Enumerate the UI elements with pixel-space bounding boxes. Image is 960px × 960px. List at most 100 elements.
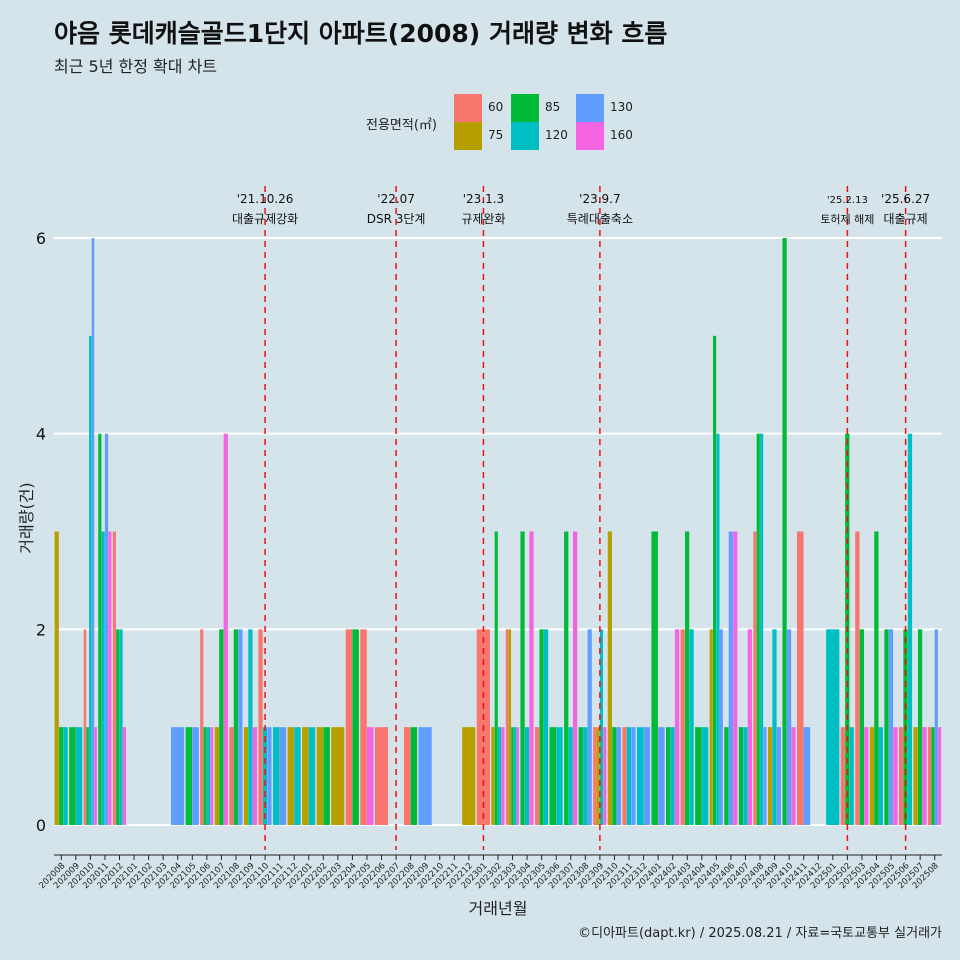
bar-202309-160: [603, 727, 607, 825]
bar-202208-85: [410, 727, 418, 825]
legend-swatch: [511, 122, 539, 150]
bar-202303-160: [516, 727, 520, 825]
bar-202410-85: [782, 238, 787, 825]
bar-202108-130: [238, 629, 243, 825]
bar-202408-130: [763, 727, 767, 825]
bar-202012-120: [119, 629, 123, 825]
event-name-label: 규제완화: [461, 212, 505, 226]
legend-label: 160: [610, 128, 633, 142]
bar-202304-160: [529, 531, 534, 825]
bar-202012-160: [122, 727, 127, 825]
bar-202008-120: [63, 727, 68, 825]
bar-202306-85: [549, 727, 557, 825]
legend-item-75: 75: [454, 122, 594, 150]
y-tick-label: 6: [36, 229, 46, 248]
bar-202308-130: [587, 629, 592, 825]
bar-202307-85: [564, 531, 569, 825]
bar-202407-120: [743, 727, 748, 825]
bar-202402-85: [665, 727, 671, 825]
bar-202310-75: [607, 531, 613, 825]
bar-202010-85: [86, 727, 89, 825]
bar-202405-85: [713, 335, 717, 825]
bar-202107-75: [214, 727, 219, 825]
legend-label: 130: [610, 100, 633, 114]
event-name-label: 대출규제강화: [232, 212, 298, 226]
bar-202502-60: [840, 727, 845, 825]
chart-subtitle: 최근 5년 한정 확대 차트: [54, 57, 218, 76]
bar-202505-85: [884, 629, 889, 825]
bar-202012-85: [116, 629, 120, 825]
bar-202405-75: [709, 629, 713, 825]
bar-202107-85: [219, 629, 224, 825]
bar-202406-160: [733, 531, 738, 825]
legend-label: 120: [545, 128, 568, 142]
bar-202402-160: [674, 629, 680, 825]
bar-202205-60: [360, 629, 367, 825]
bar-202304-120: [524, 727, 530, 825]
bar-202302-85: [494, 531, 498, 825]
bar-202310-130: [616, 727, 621, 825]
bar-202303-120: [513, 727, 517, 825]
bar-202501-120: [826, 629, 840, 825]
bar-202010-130: [91, 238, 95, 825]
event-name-label: 대출규제: [884, 212, 928, 226]
bar-202201-75: [302, 727, 309, 825]
bar-202011-85: [98, 433, 102, 825]
bar-202305-120: [543, 629, 549, 825]
bar-202409-75: [767, 727, 773, 825]
bar-202407-160: [747, 629, 752, 825]
bar-202504-85: [874, 531, 879, 825]
bar-202105-85: [185, 727, 193, 825]
bar-202010-60: [83, 629, 87, 825]
legend-label: 60: [488, 100, 504, 114]
bar-202109-75: [243, 727, 249, 825]
bar-202305-85: [539, 629, 544, 825]
bar-202310-85: [612, 727, 617, 825]
event-date-label: '23.9.7: [579, 192, 620, 206]
bar-202309-120: [599, 629, 604, 825]
bar-202406-85: [724, 727, 729, 825]
bar-202105-130: [192, 727, 199, 825]
bar-202508-130: [934, 629, 938, 825]
legend-label: 85: [545, 100, 561, 114]
bar-202405-130: [719, 629, 723, 825]
bar-202411-60: [797, 531, 804, 825]
bar-202401-85: [651, 531, 658, 825]
bar-202111-130: [279, 727, 287, 825]
bar-202504-75: [869, 727, 875, 825]
event-date-label: '22.07: [377, 192, 415, 206]
bar-202502-120: [849, 727, 854, 825]
bar-202302-160: [501, 727, 505, 825]
event-date-label: '25.6.27: [881, 192, 930, 206]
bar-202507-85: [917, 629, 923, 825]
bar-202112-75: [287, 727, 294, 825]
bar-202401-130: [658, 727, 665, 825]
bar-202109-120: [248, 629, 253, 825]
bar-202503-85: [859, 629, 864, 825]
bar-202012-60: [112, 531, 116, 825]
bar-202010-120: [89, 335, 92, 825]
event-name-label: 특례대출축소: [567, 212, 633, 226]
bar-202311-120: [626, 727, 632, 825]
bar-202408-120: [760, 433, 764, 825]
bar-202302-120: [498, 727, 502, 825]
bar-202408-85: [756, 433, 760, 825]
bar-202405-120: [716, 433, 720, 825]
event-date-label: '21.10.26: [237, 192, 294, 206]
bar-202409-120: [772, 629, 777, 825]
bar-202506-60: [898, 727, 904, 825]
legend-item-85: 85: [511, 94, 651, 122]
bar-202106-60: [200, 629, 204, 825]
bar-202209-130: [418, 727, 432, 825]
bar-202403-85: [685, 531, 690, 825]
bar-202306-120: [556, 727, 563, 825]
y-tick-label: 0: [36, 816, 46, 835]
legend-swatch: [454, 94, 482, 122]
bar-202410-160: [791, 727, 796, 825]
legend-item-130: 130: [576, 94, 716, 122]
legend-swatch: [511, 94, 539, 122]
bar-202011-130: [104, 433, 109, 825]
bar-202403-120: [689, 629, 694, 825]
event-name-label: 토허제 해제: [820, 212, 874, 226]
bar-202308-85: [578, 727, 583, 825]
